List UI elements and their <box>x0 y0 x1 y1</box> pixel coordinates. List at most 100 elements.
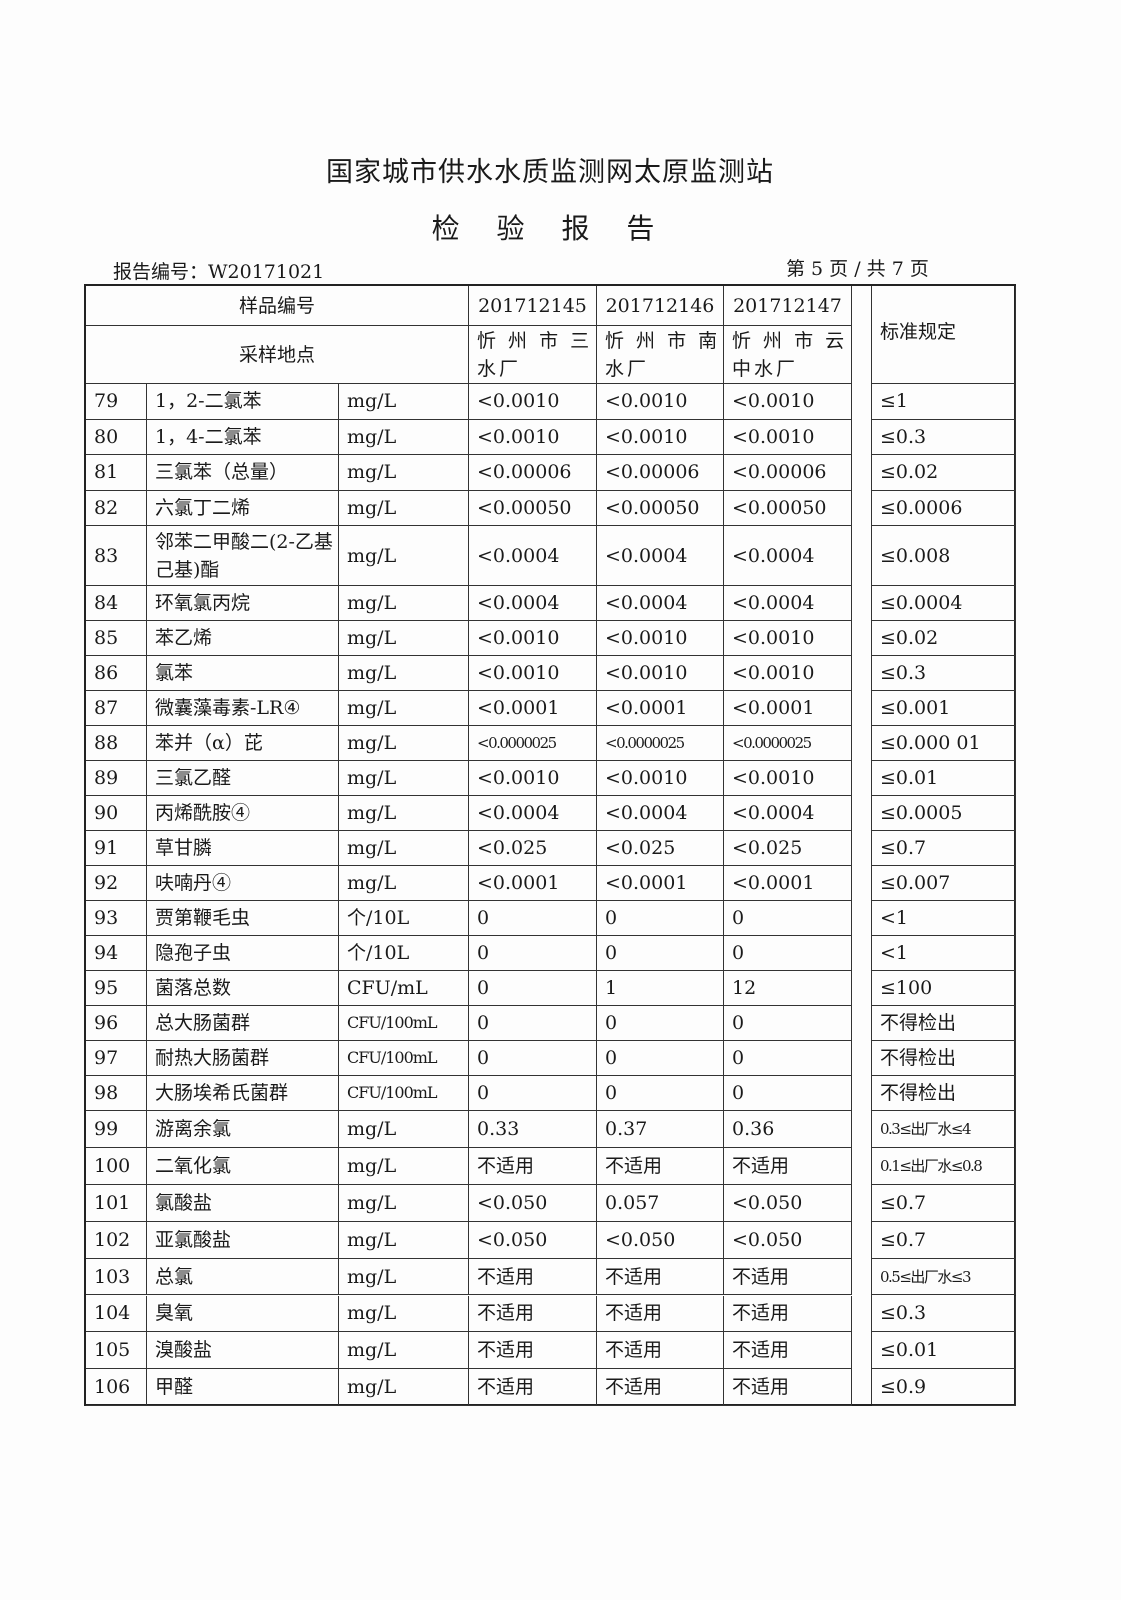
row-standard: ≤0.0006 <box>872 490 1016 526</box>
row-standard: ≤0.001 <box>872 691 1016 726</box>
column-gap-divider <box>852 286 872 1404</box>
row-s2: <0.0010 <box>597 419 724 455</box>
row-item: 呋喃丹④ <box>147 866 339 901</box>
row-s1: 不适用 <box>469 1147 597 1185</box>
row-s3: <0.00050 <box>724 490 852 526</box>
row-item: 亚氯酸盐 <box>147 1221 339 1259</box>
row-item: 苯并（α）芘 <box>147 726 339 761</box>
row-s3: <0.0004 <box>724 796 852 831</box>
page-number: 第 5 页 / 共 7 页 <box>786 258 929 280</box>
row-s2: 0 <box>597 1076 724 1111</box>
row-no: 89 <box>86 761 147 796</box>
row-item: 游离余氯 <box>147 1111 339 1148</box>
row-s1: 不适用 <box>469 1295 597 1333</box>
row-item: 隐孢子虫 <box>147 936 339 971</box>
row-s1: <0.0010 <box>469 621 597 656</box>
row-no: 96 <box>86 1006 147 1041</box>
row-unit: mg/L <box>339 1221 469 1259</box>
row-s3: <0.0010 <box>724 384 852 420</box>
row-no: 82 <box>86 490 147 526</box>
row-no: 102 <box>86 1221 147 1259</box>
row-standard: ≤0.3 <box>872 1295 1016 1333</box>
row-no: 100 <box>86 1147 147 1185</box>
row-s1: 0 <box>469 971 597 1006</box>
row-standard: 0.1≤出厂水≤0.8 <box>872 1147 1016 1185</box>
row-s1: 不适用 <box>469 1332 597 1370</box>
row-item: 臭氧 <box>147 1295 339 1333</box>
sample-location: 忻 州 市 三 水厂 <box>469 326 597 384</box>
report-title: 检 验 报 告 <box>431 212 669 245</box>
row-no: 101 <box>86 1184 147 1222</box>
row-item: 邻苯二甲酸二(2-乙基己基)酯 <box>147 526 339 586</box>
row-s2: <0.0004 <box>597 796 724 831</box>
row-item: 耐热大肠菌群 <box>147 1041 339 1076</box>
row-s1: 不适用 <box>469 1258 597 1296</box>
row-s3: <0.0004 <box>724 586 852 621</box>
row-s1: <0.0004 <box>469 526 597 586</box>
row-item: 草甘膦 <box>147 831 339 866</box>
row-item: 苯乙烯 <box>147 621 339 656</box>
row-s3: <0.0010 <box>724 419 852 455</box>
row-unit: mg/L <box>339 1332 469 1370</box>
row-item: 溴酸盐 <box>147 1332 339 1370</box>
row-s2: <0.0010 <box>597 384 724 420</box>
row-s1: 0 <box>469 936 597 971</box>
row-no: 81 <box>86 455 147 491</box>
row-unit: mg/L <box>339 1258 469 1296</box>
row-item: 三氯苯（总量） <box>147 455 339 491</box>
row-s2: <0.0001 <box>597 691 724 726</box>
row-no: 86 <box>86 656 147 691</box>
row-s3: 不适用 <box>724 1147 852 1185</box>
row-unit: mg/L <box>339 526 469 586</box>
row-no: 84 <box>86 586 147 621</box>
row-s3: <0.0001 <box>724 866 852 901</box>
row-s1: 0.33 <box>469 1111 597 1148</box>
row-s1: 不适用 <box>469 1369 597 1407</box>
row-item: 环氧氯丙烷 <box>147 586 339 621</box>
row-standard: ≤0.02 <box>872 455 1016 491</box>
row-s3: <0.0001 <box>724 691 852 726</box>
row-item: 贾第鞭毛虫 <box>147 901 339 936</box>
row-s2: 0 <box>597 1006 724 1041</box>
row-unit: CFU/mL <box>339 971 469 1006</box>
row-s3: <0.025 <box>724 831 852 866</box>
row-item: 1，4-二氯苯 <box>147 419 339 455</box>
row-unit: mg/L <box>339 691 469 726</box>
row-unit: mg/L <box>339 1295 469 1333</box>
row-s3: <0.050 <box>724 1184 852 1222</box>
row-item: 二氧化氯 <box>147 1147 339 1185</box>
row-item: 六氯丁二烯 <box>147 490 339 526</box>
row-unit: CFU/100mL <box>339 1041 469 1076</box>
row-s3: <0.00006 <box>724 455 852 491</box>
row-s3: 不适用 <box>724 1295 852 1333</box>
row-no: 104 <box>86 1295 147 1333</box>
row-standard: 不得检出 <box>872 1041 1016 1076</box>
row-item: 丙烯酰胺④ <box>147 796 339 831</box>
row-no: 95 <box>86 971 147 1006</box>
row-s3: 不适用 <box>724 1332 852 1370</box>
row-item: 氯苯 <box>147 656 339 691</box>
row-standard: ≤0.3 <box>872 656 1016 691</box>
row-standard: ≤0.01 <box>872 1332 1016 1370</box>
row-item: 总大肠菌群 <box>147 1006 339 1041</box>
row-standard: ≤0.02 <box>872 621 1016 656</box>
row-standard: ≤0.0004 <box>872 586 1016 621</box>
row-no: 87 <box>86 691 147 726</box>
row-unit: mg/L <box>339 586 469 621</box>
row-s2: <0.025 <box>597 831 724 866</box>
row-standard: ≤0.01 <box>872 761 1016 796</box>
row-s3: 0 <box>724 1041 852 1076</box>
row-unit: mg/L <box>339 1147 469 1185</box>
row-unit: 个/10L <box>339 936 469 971</box>
standard-label: 标准规定 <box>872 286 1016 384</box>
sample-no-label: 样品编号 <box>86 286 469 326</box>
row-s3: <0.0004 <box>724 526 852 586</box>
row-s1: <0.0010 <box>469 419 597 455</box>
row-no: 94 <box>86 936 147 971</box>
row-s1: <0.0010 <box>469 384 597 420</box>
row-no: 106 <box>86 1369 147 1407</box>
row-s2: <0.0000025 <box>597 726 724 761</box>
row-standard: ≤0.3 <box>872 419 1016 455</box>
row-s1: <0.0000025 <box>469 726 597 761</box>
row-unit: CFU/100mL <box>339 1076 469 1111</box>
